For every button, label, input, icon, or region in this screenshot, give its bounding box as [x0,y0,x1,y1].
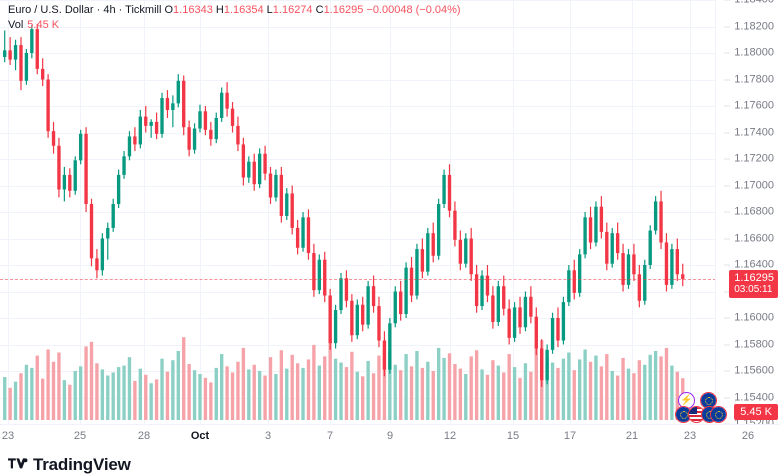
price-tick-label: 1.17000 [724,180,774,191]
time-tick-label: 26 [741,430,755,442]
price-tick-mark [724,158,731,160]
last-price-badge: 1.16295 03:05:11 [729,269,778,298]
time-tick-label: Oct [190,430,210,442]
time-tick-label: 23 [683,430,697,442]
time-tick-label: 15 [506,430,520,442]
price-tick-mark [724,52,731,54]
price-tick-mark [724,370,731,372]
price-tick-mark [724,132,731,133]
candlestick-series [3,23,685,420]
price-tick-label: 1.16800 [724,206,774,218]
us-flag-icon [689,407,704,422]
volume-badge: 5.45 K [734,404,778,421]
price-tick-label: 1.18000 [724,47,774,59]
tradingview-mark-icon [8,458,28,469]
price-tick-mark [724,211,731,213]
price-tick-mark [724,317,731,319]
tradingview-wordmark: TradingView [33,455,131,474]
price-tick-mark [724,344,731,345]
price-tick-label: 1.17400 [724,127,774,138]
price-tick-label: 1.17800 [724,74,774,85]
last-price-value: 1.16295 [734,271,774,284]
chart-plot-area[interactable] [0,0,716,424]
price-tick-label: 1.17200 [724,153,774,165]
time-tick-label: 28 [137,430,151,442]
price-tick-mark [724,397,731,398]
bar-countdown: 03:05:11 [734,283,773,295]
time-scale[interactable]: 232528Oct37912151721232629 [0,424,780,447]
price-tick-label: 1.16400 [724,259,774,271]
time-tick-label: 17 [563,430,577,442]
price-tick-mark [724,0,731,1]
eu-flag-icon [711,407,726,422]
price-tick-label: 1.16600 [724,233,774,244]
economic-event-eu[interactable] [710,406,727,423]
price-tick-mark [724,185,731,186]
time-tick-label: 9 [386,430,394,442]
price-tick-mark [724,264,731,266]
tradingview-logo: TradingView [8,456,131,474]
price-tick-label: 1.18400 [724,0,774,6]
time-tick-label: 7 [326,430,334,442]
price-tick-label: 1.17600 [724,100,774,112]
price-tick-label: 1.15400 [724,392,774,403]
lightning-bolt-icon: ⚡ [680,394,693,406]
time-tick-label: 12 [443,430,457,442]
price-tick-mark [724,105,731,107]
time-tick-label: 23 [1,430,15,442]
price-tick-label: 1.15800 [724,339,774,350]
price-tick-mark [724,238,731,239]
current-price-line [0,278,716,280]
price-tick-mark [724,291,731,292]
price-tick-label: 1.18200 [724,21,774,32]
time-tick-label: 21 [625,430,639,442]
price-tick-mark [724,79,731,80]
price-tick-label: 1.16000 [724,312,774,324]
time-tick-label: 25 [73,430,87,442]
time-tick-label: 3 [264,430,272,442]
eu-flag-icon [701,393,716,408]
price-tick-label: 1.15600 [724,365,774,377]
price-scale[interactable]: 1.16295 03:05:11 5.45 K 1.18400 1.18200 1.… [715,0,780,429]
eu-flag-icon [676,407,691,422]
price-tick-mark [724,26,731,27]
